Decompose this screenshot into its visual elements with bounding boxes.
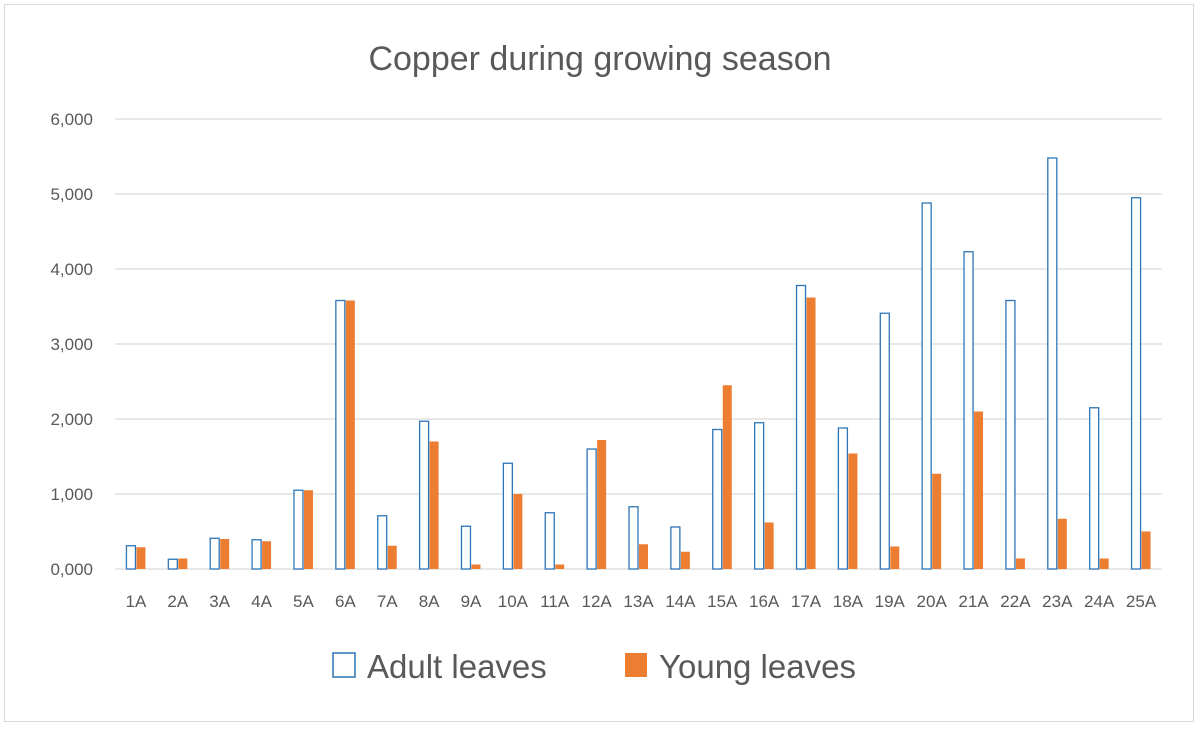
x-tick-label: 17A [791, 592, 822, 611]
x-tick-label: 24A [1084, 592, 1115, 611]
y-tick-label: 3,000 [50, 335, 93, 354]
bar-adult [377, 515, 388, 570]
bar-young [597, 440, 607, 569]
x-tick-label: 3A [209, 592, 230, 611]
bar-young [974, 411, 984, 569]
bar-adult [586, 448, 597, 570]
y-tick-label: 4,000 [50, 260, 93, 279]
bar-young [639, 544, 648, 569]
bar-young [345, 300, 355, 569]
bar-young [1099, 558, 1109, 569]
bar-adult [837, 427, 849, 570]
legend-label-adult: Adult leaves [367, 648, 547, 685]
bar-young [220, 539, 230, 569]
bar-young [806, 297, 816, 569]
bar-young [848, 453, 858, 569]
bar-adult [670, 526, 681, 570]
x-axis-ticks: 1A 2A 3A 4A 5A 6A 7A 8A 9A 10A 11A 12A 13A 14A 15A 16A 1… [126, 592, 1157, 611]
x-tick-label: 9A [461, 592, 482, 611]
x-tick-label: 13A [623, 592, 654, 611]
bar-adult [1005, 299, 1016, 570]
y-tick-label: 0,000 [50, 560, 93, 579]
bar-adult [544, 512, 555, 570]
x-tick-label: 1A [126, 592, 147, 611]
bar-adult [1089, 407, 1100, 570]
x-tick-label: 15A [707, 592, 738, 611]
x-tick-label: 19A [875, 592, 906, 611]
x-tick-label: 8A [419, 592, 440, 611]
x-tick-label: 18A [833, 592, 864, 611]
x-tick-label: 11A [540, 592, 570, 611]
x-tick-label: 5A [293, 592, 314, 611]
chart-frame [4, 4, 1194, 722]
chart-title: Copper during growing season [368, 40, 831, 78]
bar-young [429, 441, 439, 569]
x-tick-label: 16A [749, 592, 780, 611]
bar-young [680, 551, 690, 569]
legend-swatch-young [625, 653, 647, 677]
bar-young [764, 522, 774, 569]
bar-young [1141, 531, 1151, 569]
bar-adult [879, 312, 890, 570]
legend-swatch-adult [332, 652, 356, 678]
bar-adult [335, 299, 346, 570]
legend: Adult leaves Young leaves [332, 648, 856, 685]
y-tick-label: 2,000 [50, 410, 93, 429]
bar-adult [209, 537, 220, 570]
bar-young [471, 564, 481, 569]
bar-young [262, 541, 272, 569]
bar-young [890, 546, 900, 569]
bar-adult [251, 539, 262, 570]
x-tick-label: 14A [665, 592, 696, 611]
bar-adult [125, 545, 137, 570]
bar-adult [460, 525, 472, 570]
y-tick-label: 6,000 [50, 110, 93, 129]
legend-label-young: Young leaves [659, 648, 856, 685]
grid-lines [115, 118, 1162, 570]
bar-adult [502, 462, 514, 570]
x-tick-label: 12A [581, 592, 612, 611]
bar-adult [753, 422, 765, 570]
bar-young [555, 564, 565, 569]
bars [125, 157, 1151, 570]
bar-adult [963, 251, 974, 570]
x-tick-label: 7A [377, 592, 398, 611]
bar-young [387, 545, 397, 569]
bar-adult [293, 489, 304, 570]
bar-adult [418, 420, 430, 570]
x-tick-label: 2A [167, 592, 188, 611]
x-tick-label: 6A [335, 592, 356, 611]
x-tick-label: 23A [1042, 592, 1073, 611]
bar-adult [921, 202, 932, 570]
x-tick-label: 22A [1000, 592, 1031, 611]
bar-adult [1130, 197, 1142, 570]
x-tick-label: 25A [1126, 592, 1157, 611]
x-tick-label: 4A [251, 592, 272, 611]
bar-adult [712, 428, 723, 570]
bar-young [513, 494, 523, 569]
y-tick-label: 1,000 [50, 485, 93, 504]
y-axis-ticks: 0,000 1,000 2,000 3,000 4,000 5,000 6,000 [50, 110, 93, 579]
bar-adult [1047, 157, 1058, 570]
y-tick-label: 5,000 [50, 185, 93, 204]
x-tick-label: 10A [498, 592, 529, 611]
bar-young [1015, 558, 1025, 569]
bar-young [722, 385, 732, 569]
bar-young [932, 473, 942, 569]
bar-adult [167, 558, 178, 570]
bar-adult [795, 284, 807, 570]
bar-young [136, 547, 146, 569]
bar-young [1057, 518, 1067, 569]
x-tick-label: 20A [917, 592, 948, 611]
bar-young [303, 490, 313, 569]
bar-adult [628, 506, 639, 570]
x-tick-label: 21A [958, 592, 989, 611]
bar-young [178, 558, 188, 569]
